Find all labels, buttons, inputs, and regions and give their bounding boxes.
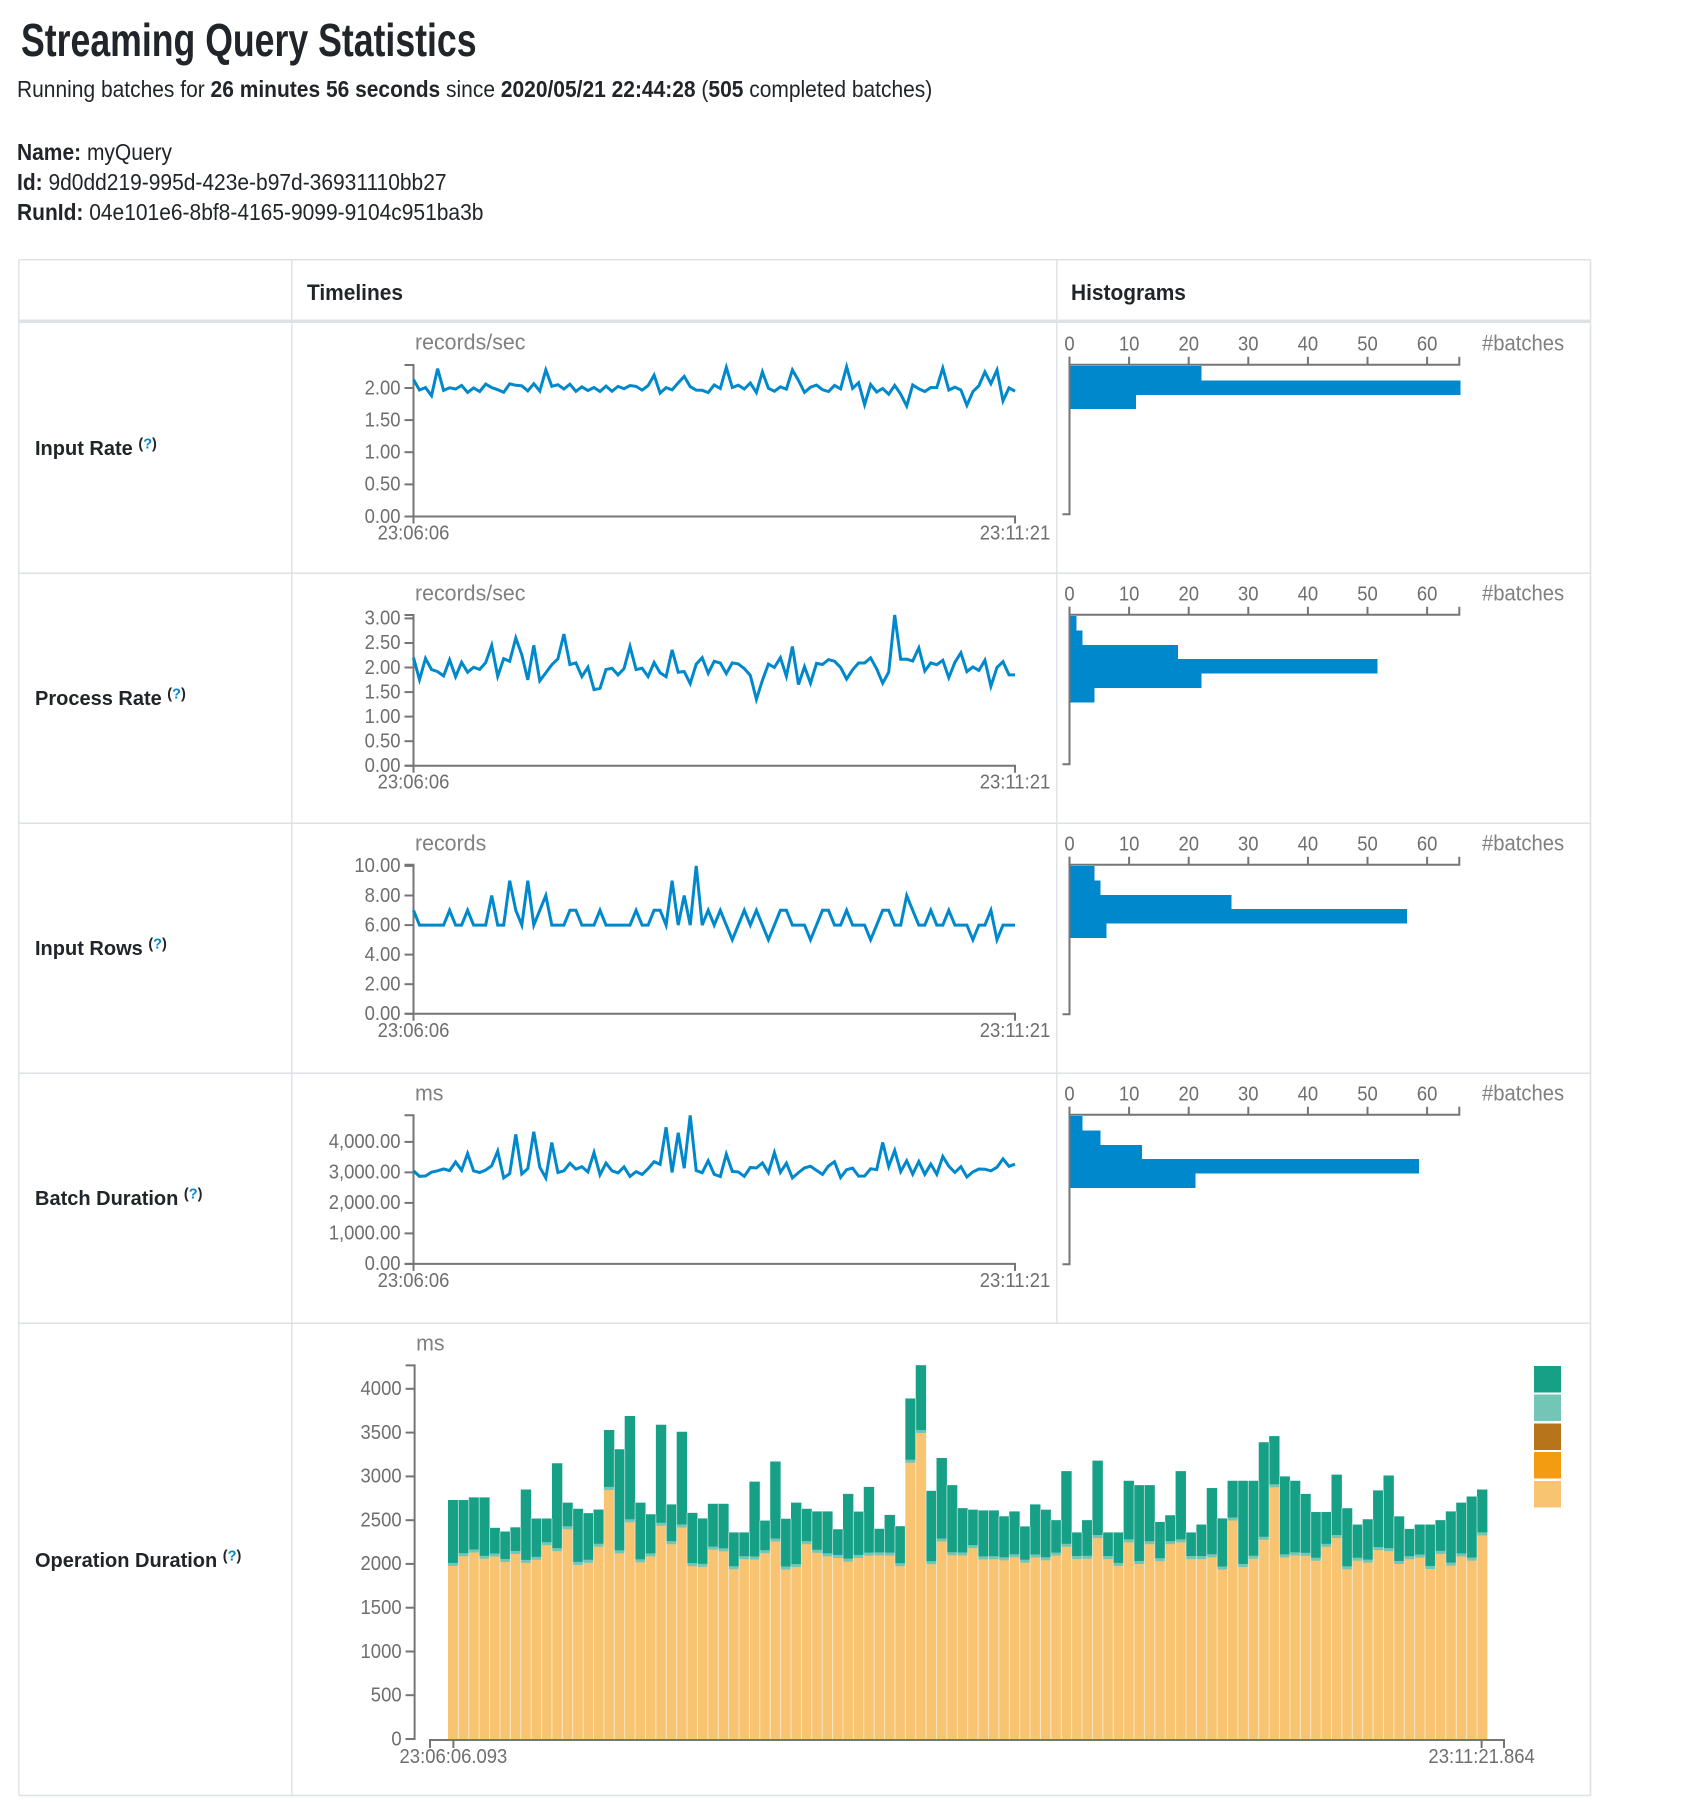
svg-text:Running batches for 26 minutes: Running batches for 26 minutes 56 second… (17, 76, 932, 102)
svg-text:23:11:21: 23:11:21 (980, 1269, 1050, 1292)
svg-text:0.50: 0.50 (365, 473, 401, 496)
svg-text:1000: 1000 (361, 1640, 402, 1663)
svg-text:1,000.00: 1,000.00 (329, 1222, 401, 1245)
svg-text:40: 40 (1298, 1082, 1319, 1105)
svg-text:6.00: 6.00 (365, 914, 401, 937)
svg-text:2.00: 2.00 (365, 973, 401, 996)
svg-text:20: 20 (1178, 1082, 1199, 1105)
svg-text:2,000.00: 2,000.00 (329, 1191, 401, 1214)
svg-text:10.00: 10.00 (354, 854, 400, 877)
svg-text:0: 0 (1064, 332, 1074, 355)
svg-text:50: 50 (1357, 582, 1378, 605)
svg-text:#batches: #batches (1482, 330, 1564, 355)
svg-text:0.00: 0.00 (365, 1002, 401, 1025)
svg-text:#batches: #batches (1482, 1080, 1564, 1105)
svg-text:1500: 1500 (361, 1596, 402, 1619)
svg-text:2.00: 2.00 (365, 656, 401, 679)
svg-text:4,000.00: 4,000.00 (329, 1130, 401, 1153)
svg-text:Batch Duration (?): Batch Duration (?) (35, 1187, 203, 1211)
svg-text:23:06:06: 23:06:06 (378, 771, 450, 794)
svg-text:0.00: 0.00 (365, 754, 401, 777)
svg-text:Timelines: Timelines (307, 281, 403, 306)
svg-text:60: 60 (1417, 1082, 1438, 1105)
svg-text:0: 0 (391, 1727, 401, 1750)
svg-text:23:06:06: 23:06:06 (378, 522, 450, 545)
svg-text:2.00: 2.00 (365, 376, 401, 399)
svg-text:10: 10 (1119, 332, 1140, 355)
svg-text:30: 30 (1238, 582, 1259, 605)
svg-text:10: 10 (1119, 832, 1140, 855)
svg-text:10: 10 (1119, 582, 1140, 605)
svg-text:ms: ms (416, 1330, 445, 1356)
svg-text:4.00: 4.00 (365, 943, 401, 966)
svg-text:30: 30 (1238, 832, 1259, 855)
svg-text:records: records (415, 830, 486, 856)
svg-text:Histograms: Histograms (1071, 281, 1186, 306)
svg-text:23:11:21: 23:11:21 (980, 1019, 1050, 1042)
svg-text:records/sec: records/sec (415, 580, 525, 606)
svg-text:0.50: 0.50 (365, 730, 401, 753)
svg-text:1.00: 1.00 (365, 441, 401, 464)
svg-text:1.50: 1.50 (365, 681, 401, 704)
svg-text:Name: myQuery: Name: myQuery (17, 139, 173, 165)
svg-text:23:06:06.093: 23:06:06.093 (400, 1745, 508, 1768)
svg-text:#batches: #batches (1482, 580, 1564, 605)
svg-text:3500: 3500 (361, 1421, 402, 1444)
svg-text:0.00: 0.00 (365, 505, 401, 528)
svg-text:30: 30 (1238, 1082, 1259, 1105)
svg-text:23:06:06: 23:06:06 (378, 1019, 450, 1042)
svg-text:Input Rate (?): Input Rate (?) (35, 437, 157, 461)
svg-text:1.50: 1.50 (365, 409, 401, 432)
svg-text:Streaming Query Statistics: Streaming Query Statistics (21, 15, 477, 66)
svg-text:4000: 4000 (361, 1377, 402, 1400)
svg-text:2000: 2000 (361, 1552, 402, 1575)
svg-text:3,000.00: 3,000.00 (329, 1161, 401, 1184)
svg-text:Input Rows (?): Input Rows (?) (35, 937, 167, 961)
svg-text:20: 20 (1178, 832, 1199, 855)
svg-text:20: 20 (1178, 582, 1199, 605)
svg-text:3000: 3000 (361, 1465, 402, 1488)
svg-text:2500: 2500 (361, 1509, 402, 1532)
svg-text:50: 50 (1357, 332, 1378, 355)
svg-text:0: 0 (1064, 582, 1074, 605)
svg-text:40: 40 (1298, 332, 1319, 355)
svg-text:ms: ms (415, 1080, 444, 1106)
svg-text:30: 30 (1238, 332, 1259, 355)
svg-text:RunId: 04e101e6-8bf8-4165-9099: RunId: 04e101e6-8bf8-4165-9099-9104c951b… (17, 199, 483, 225)
svg-text:23:11:21: 23:11:21 (980, 771, 1050, 794)
svg-text:500: 500 (371, 1684, 402, 1707)
svg-text:40: 40 (1298, 582, 1319, 605)
svg-text:20: 20 (1178, 332, 1199, 355)
svg-text:60: 60 (1417, 582, 1438, 605)
svg-text:1.00: 1.00 (365, 705, 401, 728)
svg-text:0: 0 (1064, 832, 1074, 855)
svg-text:40: 40 (1298, 832, 1319, 855)
svg-text:Process Rate (?): Process Rate (?) (35, 687, 186, 711)
svg-text:23:06:06: 23:06:06 (378, 1269, 450, 1292)
svg-text:3.00: 3.00 (365, 607, 401, 630)
svg-text:23:11:21: 23:11:21 (980, 522, 1050, 545)
svg-text:50: 50 (1357, 1082, 1378, 1105)
svg-text:0: 0 (1064, 1082, 1074, 1105)
svg-text:50: 50 (1357, 832, 1378, 855)
svg-text:60: 60 (1417, 332, 1438, 355)
svg-text:60: 60 (1417, 832, 1438, 855)
svg-text:Id: 9d0dd219-995d-423e-b97d-36: Id: 9d0dd219-995d-423e-b97d-36931110bb27 (17, 169, 447, 195)
svg-text:10: 10 (1119, 1082, 1140, 1105)
svg-text:0.00: 0.00 (365, 1252, 401, 1275)
svg-text:23:11:21.864: 23:11:21.864 (1428, 1745, 1534, 1768)
svg-text:Operation Duration (?): Operation Duration (?) (35, 1549, 242, 1573)
svg-text:#batches: #batches (1482, 830, 1564, 855)
svg-text:records/sec: records/sec (415, 329, 525, 355)
svg-text:2.50: 2.50 (365, 631, 401, 654)
svg-text:8.00: 8.00 (365, 884, 401, 907)
